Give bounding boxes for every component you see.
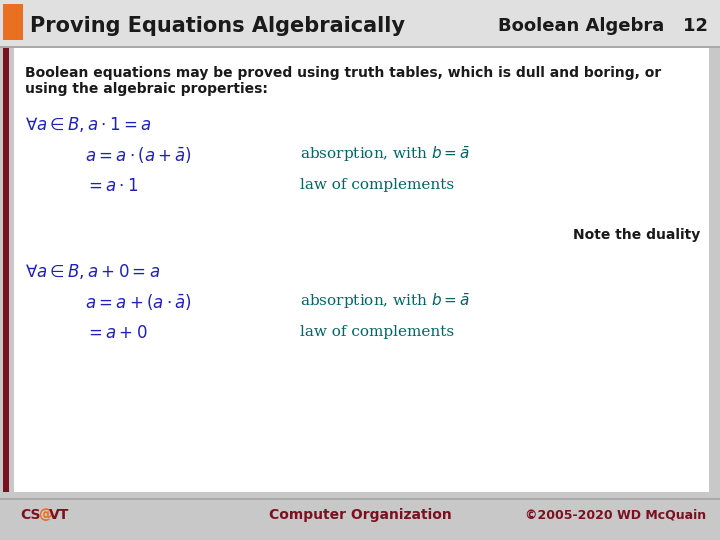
- Text: ©2005-2020 WD McQuain: ©2005-2020 WD McQuain: [525, 509, 706, 522]
- Text: Boolean equations may be proved using truth tables, which is dull and boring, or: Boolean equations may be proved using tr…: [25, 66, 661, 80]
- Text: $a = a + \left(a \cdot \bar{a}\right)$: $a = a + \left(a \cdot \bar{a}\right)$: [85, 292, 192, 312]
- Bar: [3, 48, 9, 492]
- Text: $= a \cdot 1$: $= a \cdot 1$: [85, 178, 138, 195]
- Bar: [0, 46, 720, 48]
- Text: Boolean Algebra   12: Boolean Algebra 12: [498, 17, 708, 35]
- Text: Note the duality: Note the duality: [572, 228, 700, 242]
- Text: law of complements: law of complements: [300, 178, 454, 192]
- Text: Computer Organization: Computer Organization: [269, 508, 451, 522]
- Bar: [14, 48, 709, 492]
- Text: $\forall a \in B, a \cdot 1 = a$: $\forall a \in B, a \cdot 1 = a$: [25, 115, 151, 134]
- Text: @: @: [38, 508, 52, 522]
- Text: law of complements: law of complements: [300, 325, 454, 339]
- Text: CS: CS: [20, 508, 40, 522]
- Text: $a = a \cdot \left(a + \bar{a}\right)$: $a = a \cdot \left(a + \bar{a}\right)$: [85, 145, 192, 165]
- Bar: [0, 0, 720, 46]
- Bar: [3, 4, 23, 40]
- Text: VT: VT: [49, 508, 69, 522]
- Text: absorption, with $b = \bar{a}$: absorption, with $b = \bar{a}$: [300, 145, 470, 164]
- Text: using the algebraic properties:: using the algebraic properties:: [25, 82, 268, 96]
- Text: Proving Equations Algebraically: Proving Equations Algebraically: [30, 16, 405, 36]
- Bar: [0, 498, 720, 500]
- Text: $= a + 0$: $= a + 0$: [85, 325, 148, 342]
- Text: $\forall a \in B, a + 0 = a$: $\forall a \in B, a + 0 = a$: [25, 262, 160, 281]
- Text: absorption, with $b = \bar{a}$: absorption, with $b = \bar{a}$: [300, 292, 470, 311]
